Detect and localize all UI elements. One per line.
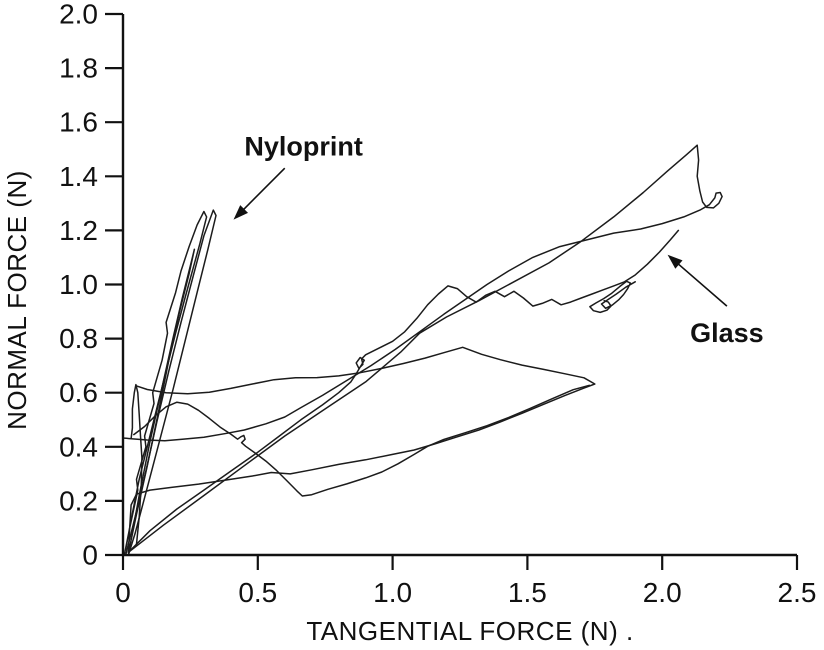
annotation-arrowhead	[233, 205, 249, 220]
series-glass-large-loop	[123, 144, 723, 554]
y-tick-label: 1.6	[59, 107, 98, 138]
axes	[121, 14, 797, 557]
series-glass-low-loop-outer	[127, 346, 596, 554]
axis-lines	[121, 14, 797, 557]
series-glass-mid-loop	[127, 229, 680, 554]
y-tick-label: 1.2	[59, 215, 98, 246]
annotation-arrowhead	[667, 254, 683, 269]
y-tick-label: 0	[82, 540, 98, 571]
y-tick-label: 2.0	[59, 0, 98, 30]
series-glass-axis-spike	[130, 383, 143, 545]
x-tick-label: 0.5	[238, 577, 277, 608]
series-layer	[123, 144, 723, 556]
y-tick-label: 1.8	[59, 53, 98, 84]
annotations: Nyloprint Glass	[233, 132, 764, 348]
x-tick-label: 1.5	[508, 577, 547, 608]
y-tick-label: 1.4	[59, 161, 98, 192]
x-tick-label: 0	[115, 577, 131, 608]
x-tick-label: 2.0	[643, 577, 682, 608]
y-tick-label: 0.2	[59, 485, 98, 516]
axis-titles: TANGENTIAL FORCE (N) . NORMAL FORCE (N)	[2, 170, 633, 646]
annotation-label-glass: Glass	[690, 318, 764, 348]
series-glass-arc-dip	[133, 384, 591, 497]
x-axis-title: TANGENTIAL FORCE (N) .	[306, 616, 633, 646]
series-nyloprint-run-3	[127, 248, 196, 556]
y-tick-label: 1.0	[59, 269, 98, 300]
tick-labels: 0 0.2 0.4 0.6 0.8 1.0 1.2 1.4 1.6 1.8 2.0 0 0.5 1.0 1.…	[59, 0, 816, 608]
y-tick-label: 0.4	[59, 431, 98, 462]
y-tick-label: 0.6	[59, 377, 98, 408]
y-axis-title: NORMAL FORCE (N)	[2, 170, 32, 430]
annotation-label-nyloprint: Nyloprint	[244, 132, 363, 162]
annotation-arrow-line	[675, 261, 728, 307]
ticks	[105, 12, 799, 570]
x-tick-label: 1.0	[373, 577, 412, 608]
x-tick-label: 2.5	[778, 577, 817, 608]
y-tick-label: 0.8	[59, 323, 98, 354]
series-glass-end-tangle	[589, 280, 636, 314]
annotation-arrow-line	[240, 167, 286, 213]
